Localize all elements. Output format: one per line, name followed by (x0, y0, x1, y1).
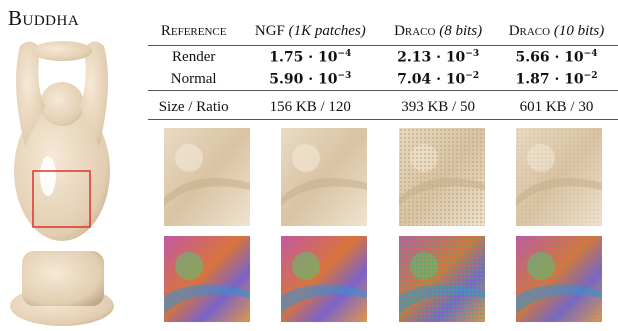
normal-patch (399, 236, 485, 322)
normal-patch (281, 236, 367, 322)
results-table: Reference NGF (1K patches) Draco (8 bits… (148, 20, 618, 120)
exponent: −4 (584, 49, 598, 59)
normal-patch (164, 236, 250, 322)
column-header: NGF (1K patches) (239, 20, 381, 46)
render-patch (164, 128, 250, 226)
mantissa: 7.04 · 10 (397, 71, 465, 87)
row-label: Render (148, 46, 239, 69)
row-label: Normal (148, 68, 239, 91)
exponent: −3 (338, 71, 352, 81)
exponent: −2 (465, 71, 479, 81)
statue-image (0, 36, 130, 331)
size-value: 601 KB / 30 (495, 91, 618, 120)
figure: Buddha Reference NGF (1K patches) Draco … (0, 0, 618, 331)
row-label: Size / Ratio (148, 91, 239, 120)
column-header: Draco (10 bits) (495, 20, 618, 46)
column-header: Reference (148, 20, 239, 46)
column-header: Draco (8 bits) (381, 20, 495, 46)
exponent: −4 (338, 49, 352, 59)
error-value: 5.90 · 10−3 (239, 68, 381, 91)
render-patch (516, 128, 602, 226)
error-value: 1.75 · 10−4 (239, 46, 381, 69)
mantissa: 2.13 · 10 (397, 49, 465, 65)
size-value: 156 KB / 120 (239, 91, 381, 120)
mantissa: 5.90 · 10 (269, 71, 337, 87)
render-patch (281, 128, 367, 226)
render-patch (399, 128, 485, 226)
normal-patch (516, 236, 602, 322)
error-value: 5.66 · 10−4 (495, 46, 618, 69)
size-value: 393 KB / 50 (381, 91, 495, 120)
mantissa: 5.66 · 10 (515, 49, 583, 65)
error-value: 7.04 · 10−2 (381, 68, 495, 91)
mantissa: 1.87 · 10 (515, 71, 583, 87)
figure-title: Buddha (8, 6, 79, 31)
error-value: 1.87 · 10−2 (495, 68, 618, 91)
render-thumbnails (148, 128, 618, 226)
mantissa: 1.75 · 10 (269, 49, 337, 65)
normal-thumbnails (148, 236, 618, 322)
exponent: −3 (465, 49, 479, 59)
error-value: 2.13 · 10−3 (381, 46, 495, 69)
exponent: −2 (584, 71, 598, 81)
